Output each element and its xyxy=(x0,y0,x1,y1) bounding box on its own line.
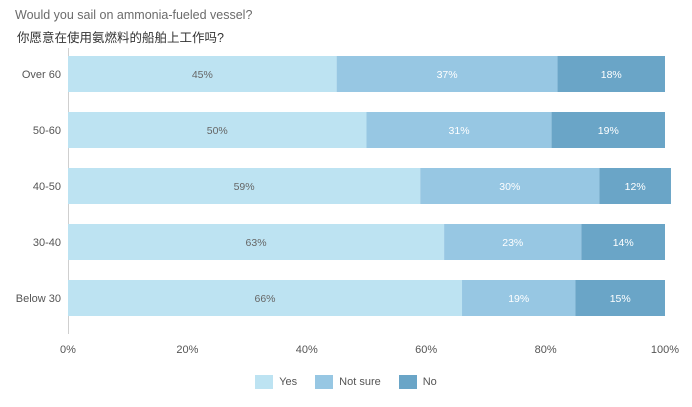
bar-not-sure-below-30 xyxy=(462,280,576,316)
category-label-below-30: Below 30 xyxy=(16,293,61,305)
legend-item-not-sure: Not sure xyxy=(315,375,381,389)
bar-not-sure-50-60 xyxy=(366,112,552,148)
data-label-no-30-40: 14% xyxy=(613,237,634,249)
x-tick-label-2: 40% xyxy=(296,344,318,356)
data-label-yes-40-50: 59% xyxy=(234,181,255,193)
bar-yes-50-60 xyxy=(68,112,367,148)
legend-item-no: No xyxy=(398,375,437,389)
data-label-yes-30-40: 63% xyxy=(246,237,267,249)
bar-yes-40-50 xyxy=(68,168,421,204)
data-label-yes-50-60: 50% xyxy=(207,125,228,137)
legend-label-not-sure: Not sure xyxy=(339,376,381,388)
category-label-50-60: 50-60 xyxy=(33,125,61,137)
bar-no-40-50 xyxy=(599,168,671,204)
bar-no-over-60 xyxy=(557,56,665,92)
chart-subtitle: 你愿意在使用氨燃料的船舶上工作吗? xyxy=(17,31,224,45)
data-label-yes-below-30: 66% xyxy=(255,293,276,305)
bar-not-sure-over-60 xyxy=(336,56,558,92)
data-label-no-over-60: 18% xyxy=(601,69,622,81)
legend: Yes Not sure No xyxy=(0,375,692,389)
data-label-no-50-60: 19% xyxy=(598,125,619,137)
x-tick-label-0: 0% xyxy=(60,344,76,356)
data-label-not-sure-30-40: 23% xyxy=(502,237,523,249)
data-label-not-sure-50-60: 31% xyxy=(449,125,470,137)
bar-no-30-40 xyxy=(581,224,665,260)
bar-not-sure-40-50 xyxy=(420,168,600,204)
category-label-30-40: 30-40 xyxy=(33,237,61,249)
data-label-no-below-30: 15% xyxy=(610,293,631,305)
legend-swatch-yes xyxy=(255,375,274,389)
bar-not-sure-30-40 xyxy=(444,224,582,260)
x-tick-label-4: 80% xyxy=(535,344,557,356)
category-label-over-60: Over 60 xyxy=(22,69,61,81)
legend-swatch-not-sure xyxy=(315,375,334,389)
bar-yes-below-30 xyxy=(68,280,463,316)
legend-label-yes: Yes xyxy=(279,376,298,388)
x-tick-label-5: 100% xyxy=(651,344,679,356)
legend-swatch-no xyxy=(398,375,417,389)
legend-label-no: No xyxy=(422,376,437,388)
data-label-no-40-50: 12% xyxy=(625,181,646,193)
bar-no-below-30 xyxy=(575,280,665,316)
bar-yes-over-60 xyxy=(68,56,337,92)
bar-no-50-60 xyxy=(551,112,665,148)
stacked-bar-chart: Over 60 45% 37% 18% 50-60 50% 31% 19% 40-50 59% 30… xyxy=(16,48,679,356)
x-tick-label-3: 60% xyxy=(415,344,437,356)
legend-item-yes: Yes xyxy=(255,375,297,389)
category-label-40-50: 40-50 xyxy=(33,181,61,193)
data-label-not-sure-40-50: 30% xyxy=(499,181,520,193)
x-tick-label-1: 20% xyxy=(176,344,198,356)
data-label-not-sure-below-30: 19% xyxy=(508,293,529,305)
data-label-yes-over-60: 45% xyxy=(192,69,213,81)
bar-yes-30-40 xyxy=(68,224,445,260)
chart-title: Would you sail on ammonia-fueled vessel? xyxy=(15,8,253,22)
data-label-not-sure-over-60: 37% xyxy=(437,69,458,81)
